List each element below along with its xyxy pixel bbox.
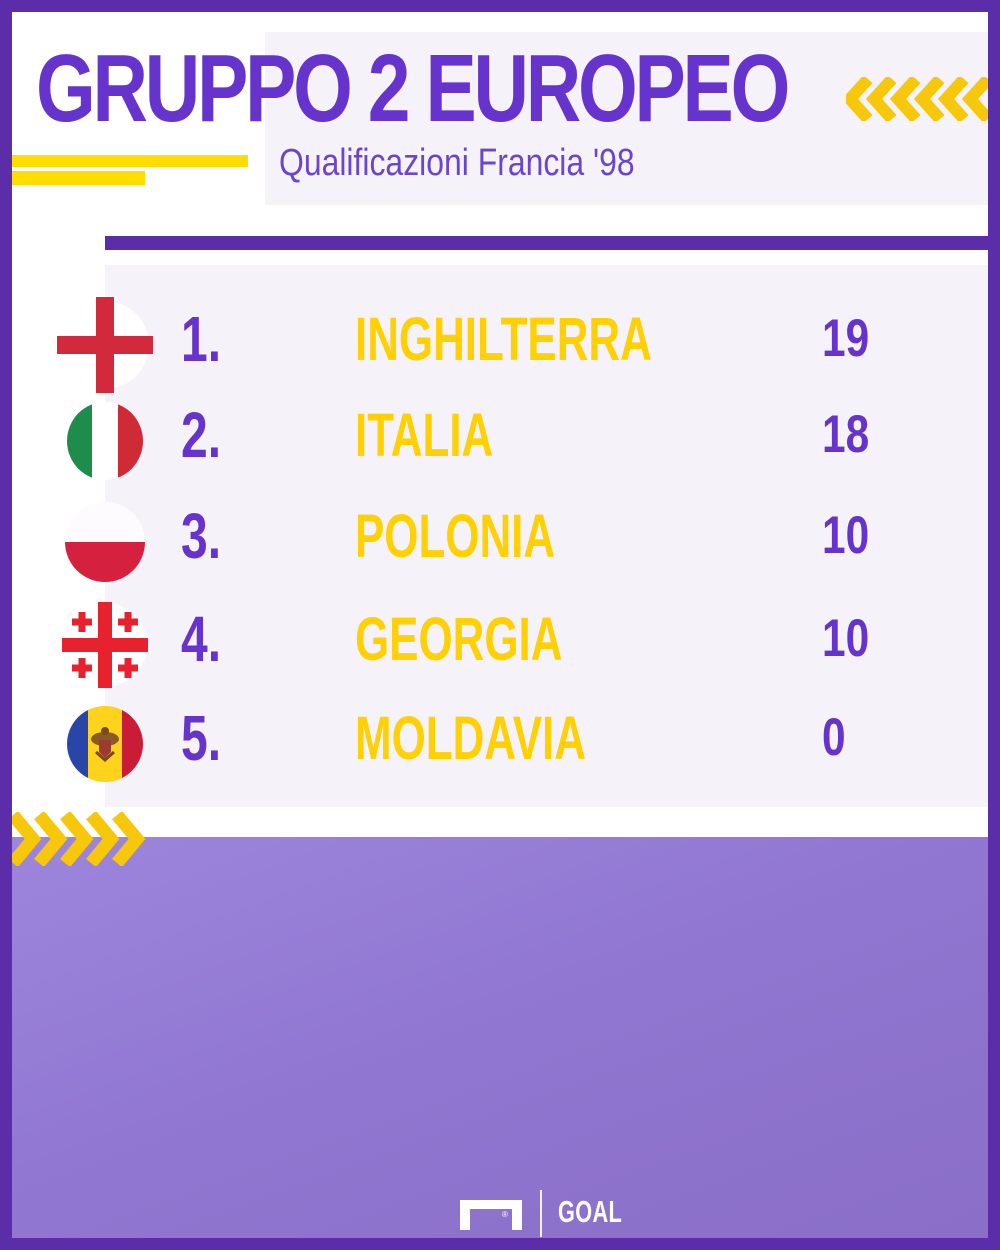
points-value: 19 xyxy=(822,309,870,368)
team-name: POLONIA xyxy=(355,502,556,570)
team-name: ITALIA xyxy=(355,401,494,469)
svg-text:®: ® xyxy=(502,1210,508,1219)
yellow-bar-bottom xyxy=(12,171,145,185)
table-row: 1. INGHILTERRA 19 xyxy=(57,297,988,393)
right-chevrons-icon xyxy=(10,812,146,866)
standings-panel xyxy=(105,265,988,807)
bottom-background xyxy=(12,837,988,1238)
position-number: 1. xyxy=(181,303,222,375)
italy-flag-icon xyxy=(57,393,153,489)
points-value: 10 xyxy=(822,609,870,668)
page-subtitle: Qualificazioni Francia '98 xyxy=(279,142,635,184)
england-flag-icon xyxy=(57,297,153,393)
position-number: 2. xyxy=(181,399,222,471)
footer-divider xyxy=(540,1190,542,1237)
team-name: INGHILTERRA xyxy=(355,305,652,373)
georgia-flag-icon xyxy=(57,597,153,693)
team-name: MOLDAVIA xyxy=(355,704,586,772)
left-chevrons-icon xyxy=(846,77,993,121)
position-number: 5. xyxy=(181,702,222,774)
table-row: 3. POLONIA 10 xyxy=(65,494,988,590)
points-value: 0 xyxy=(822,708,846,767)
table-row: 5. MOLDAVIA 0 xyxy=(67,696,988,792)
team-name: GEORGIA xyxy=(355,605,563,673)
yellow-bar-top xyxy=(12,155,248,167)
position-number: 4. xyxy=(181,603,222,675)
poland-flag-icon xyxy=(57,494,153,590)
page-title: GRUPPO 2 EUROPEO xyxy=(36,35,790,142)
points-value: 18 xyxy=(822,405,870,464)
moldova-flag-icon xyxy=(57,696,153,792)
table-row: 4. GEORGIA 10 xyxy=(62,597,988,693)
purple-divider-bar xyxy=(105,236,1000,250)
position-number: 3. xyxy=(181,500,222,572)
brand-logo-text: GOAL xyxy=(558,1194,623,1229)
table-row: 2. ITALIA 18 xyxy=(67,393,988,489)
goal-net-icon: ® xyxy=(460,1200,522,1230)
points-value: 10 xyxy=(822,506,870,565)
